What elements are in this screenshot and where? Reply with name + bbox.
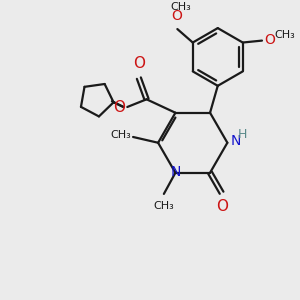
Text: O: O [171,9,182,23]
Text: O: O [217,200,229,214]
Text: CH₃: CH₃ [154,201,174,211]
Text: H: H [238,128,248,141]
Text: N: N [170,165,181,179]
Text: O: O [264,33,275,46]
Text: O: O [133,56,145,71]
Text: CH₃: CH₃ [274,30,295,40]
Text: O: O [113,100,125,116]
Text: CH₃: CH₃ [110,130,131,140]
Text: N: N [230,134,241,148]
Text: CH₃: CH₃ [171,2,192,12]
